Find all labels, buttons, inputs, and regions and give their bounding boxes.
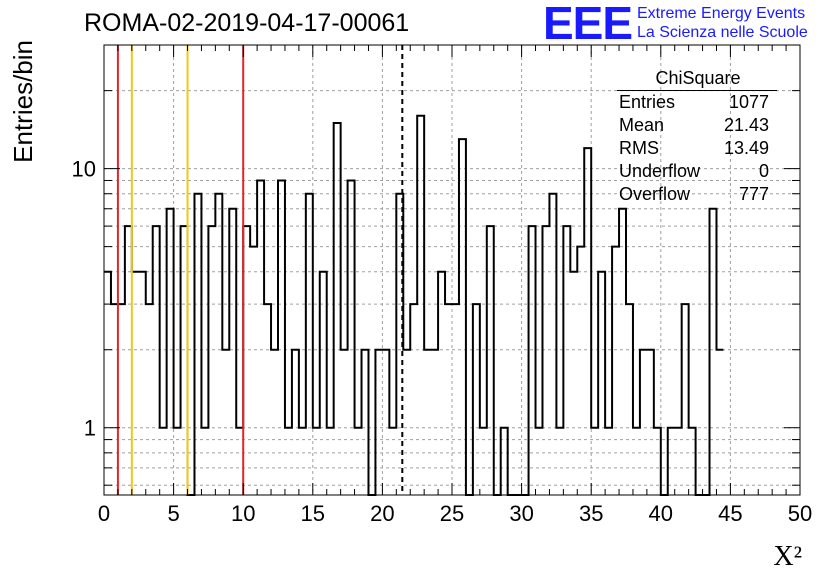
stats-box-title: ChiSquare [655, 68, 741, 88]
x-tick-label: 35 [579, 501, 603, 526]
x-tick-label: 40 [649, 501, 673, 526]
stats-row-mean: Mean 21.43 [611, 114, 777, 137]
x-tick-label: 0 [98, 501, 110, 526]
stats-row-entries: Entries 1077 [611, 91, 777, 114]
y-axis-label: Entries/bin [8, 40, 38, 163]
x-tick-label: 15 [301, 501, 325, 526]
stats-key: Entries [619, 92, 676, 112]
stats-value: 1077 [728, 92, 769, 112]
stats-box-divider [617, 90, 777, 91]
x-tick-label: 20 [370, 501, 394, 526]
stats-box: ChiSquare Entries 1077 Mean 21.43 RMS 13… [611, 66, 777, 206]
x-tick-label: 10 [231, 501, 255, 526]
x-tick-label: 5 [167, 501, 179, 526]
stats-key: RMS [619, 138, 659, 158]
stats-row-overflow: Overflow 777 [611, 183, 777, 206]
stats-key: Underflow [619, 161, 701, 181]
stats-row-underflow: Underflow 0 [611, 160, 777, 183]
eee-logo-mark: EEE [543, 0, 633, 49]
logo-line-1: Extreme Energy Events [637, 5, 806, 22]
x-tick-label: 45 [718, 501, 742, 526]
stats-key: Mean [619, 115, 665, 135]
stats-key: Overflow [619, 184, 691, 204]
x-axis-label: X² [773, 541, 802, 572]
stats-value: 0 [758, 161, 769, 181]
x-tick-label: 25 [440, 501, 464, 526]
stats-row-rms: RMS 13.49 [611, 137, 777, 160]
stats-value: 21.43 [723, 115, 769, 135]
histogram-series [104, 114, 724, 496]
y-tick-label: 10 [72, 157, 96, 182]
logo-line-2: La Scienza nelle Scuole [637, 24, 808, 41]
y-tick-label: 1 [84, 416, 96, 441]
x-tick-label: 50 [788, 501, 812, 526]
stats-value: 13.49 [723, 138, 769, 158]
chart-title: ROMA-02-2019-04-17-00061 [84, 9, 410, 37]
x-tick-label: 30 [509, 501, 533, 526]
stats-value: 777 [738, 184, 769, 204]
